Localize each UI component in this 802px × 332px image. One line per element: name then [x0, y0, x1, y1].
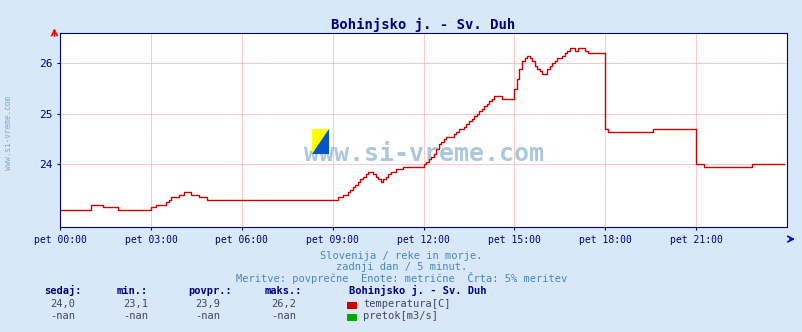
- Text: -nan: -nan: [271, 311, 296, 321]
- Text: zadnji dan / 5 minut.: zadnji dan / 5 minut.: [335, 262, 467, 272]
- Text: 24,0: 24,0: [51, 299, 75, 309]
- Text: 23,1: 23,1: [123, 299, 148, 309]
- Text: pretok[m3/s]: pretok[m3/s]: [363, 311, 437, 321]
- Text: Bohinjsko j. - Sv. Duh: Bohinjsko j. - Sv. Duh: [349, 285, 486, 296]
- Text: -nan: -nan: [51, 311, 75, 321]
- Title: Bohinjsko j. - Sv. Duh: Bohinjsko j. - Sv. Duh: [331, 18, 515, 32]
- Text: min.:: min.:: [116, 286, 148, 296]
- Text: -nan: -nan: [195, 311, 220, 321]
- Text: www.si-vreme.com: www.si-vreme.com: [303, 142, 543, 166]
- Text: www.si-vreme.com: www.si-vreme.com: [3, 96, 13, 170]
- Polygon shape: [311, 129, 329, 154]
- Text: sedaj:: sedaj:: [44, 285, 82, 296]
- Polygon shape: [311, 129, 329, 154]
- Text: Slovenija / reke in morje.: Slovenija / reke in morje.: [320, 251, 482, 261]
- Text: povpr.:: povpr.:: [188, 286, 232, 296]
- Text: 23,9: 23,9: [195, 299, 220, 309]
- Text: 26,2: 26,2: [271, 299, 296, 309]
- Text: maks.:: maks.:: [265, 286, 302, 296]
- Text: temperatura[C]: temperatura[C]: [363, 299, 450, 309]
- Text: Meritve: povprečne  Enote: metrične  Črta: 5% meritev: Meritve: povprečne Enote: metrične Črta:…: [236, 272, 566, 284]
- Text: -nan: -nan: [123, 311, 148, 321]
